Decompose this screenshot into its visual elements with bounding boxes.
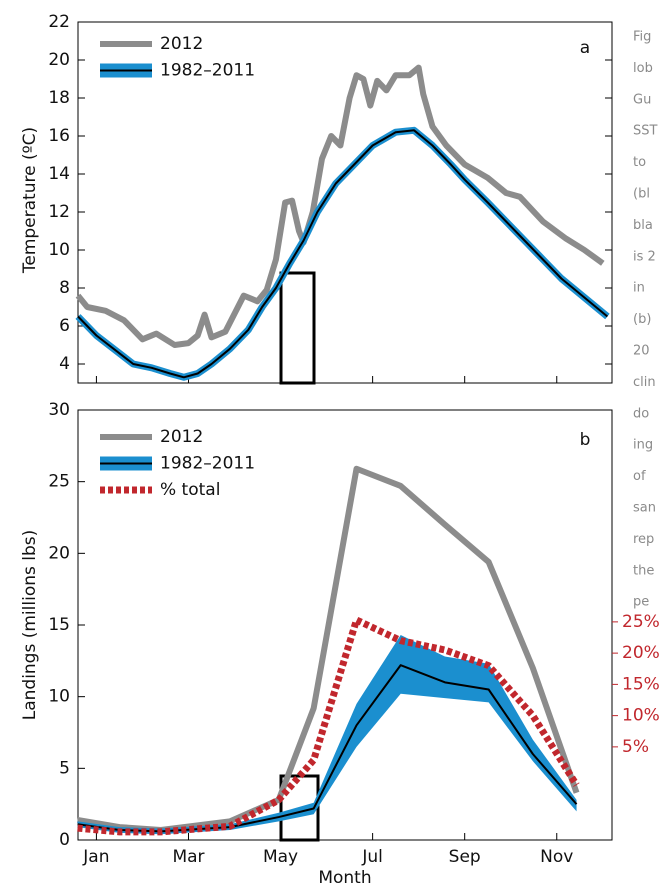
x-tick-label: May: [263, 847, 298, 867]
caption-line: Gu: [633, 92, 651, 107]
caption-line: to: [633, 155, 646, 170]
caption-line: ing: [633, 438, 653, 453]
y-tick-label: 20: [48, 50, 70, 70]
y2-tick-label: 10%: [622, 706, 660, 726]
y-tick-label: 16: [48, 126, 70, 146]
y2-tick-label: 5%: [622, 737, 649, 757]
caption-line: do: [633, 406, 649, 421]
plot-frame: [77, 409, 613, 841]
series-line: [77, 616, 580, 836]
x-axis-label: Month: [318, 868, 371, 888]
y-axis-label: Landings (millions lbs): [20, 530, 40, 721]
caption-line: is 2: [633, 249, 656, 264]
band: [77, 635, 577, 835]
panel-label: b: [580, 430, 591, 450]
caption-line: 20: [633, 344, 650, 359]
band: [75, 126, 610, 381]
highlight-box: [279, 271, 316, 385]
y-tick-label: 4: [59, 354, 70, 374]
y-axis-label: Temperature (ºC): [20, 127, 40, 274]
legend-label: 2012: [160, 427, 203, 447]
y-tick-label: 18: [48, 88, 70, 108]
caption-line: rep: [633, 532, 654, 547]
legend-label: 2012: [160, 34, 203, 54]
y-tick-label: 0: [59, 830, 70, 850]
y-tick-label: 14: [48, 164, 70, 184]
caption-line: (b): [633, 312, 651, 327]
x-tick-label: Sep: [449, 847, 481, 867]
y-tick-label: 12: [48, 202, 70, 222]
y-tick-label: 10: [48, 240, 70, 260]
x-tick-label: Jul: [361, 847, 383, 867]
y2-tick-label: 20%: [622, 643, 660, 663]
x-tick-label: Nov: [540, 847, 573, 867]
caption-line: san: [633, 501, 656, 516]
y-tick-label: 25: [48, 472, 70, 492]
legend-label: % total: [160, 480, 220, 500]
legend-label: 1982–2011: [160, 454, 255, 474]
y-tick-label: 15: [48, 615, 70, 635]
caption-line: the: [633, 563, 654, 578]
caption-line: (bl: [633, 187, 650, 202]
series-line: [77, 129, 609, 379]
caption-line: clin: [633, 375, 656, 390]
plot-frame: [77, 21, 613, 384]
series-line: [75, 64, 605, 348]
caption-line: bla: [633, 218, 653, 233]
caption-line: lob: [633, 61, 653, 76]
y-tick-label: 8: [59, 278, 70, 298]
y-tick-label: 5: [59, 758, 70, 778]
caption-line: pe: [633, 595, 649, 610]
caption-line: of: [633, 469, 646, 484]
panel-label: a: [580, 38, 590, 58]
y2-tick-label: 25%: [622, 612, 660, 632]
x-tick-label: Jan: [82, 847, 109, 867]
y-tick-label: 6: [59, 316, 70, 336]
caption-line: in: [633, 281, 645, 296]
legend-label: 1982–2011: [160, 61, 255, 81]
y-tick-label: 30: [48, 400, 70, 420]
caption-line: SST: [633, 124, 658, 139]
y-tick-label: 10: [48, 687, 70, 707]
caption-line: Fig: [633, 30, 651, 45]
y-tick-label: 20: [48, 543, 70, 563]
x-tick-label: Mar: [172, 847, 204, 867]
y-tick-label: 22: [48, 12, 70, 32]
y2-tick-label: 15%: [622, 674, 660, 694]
